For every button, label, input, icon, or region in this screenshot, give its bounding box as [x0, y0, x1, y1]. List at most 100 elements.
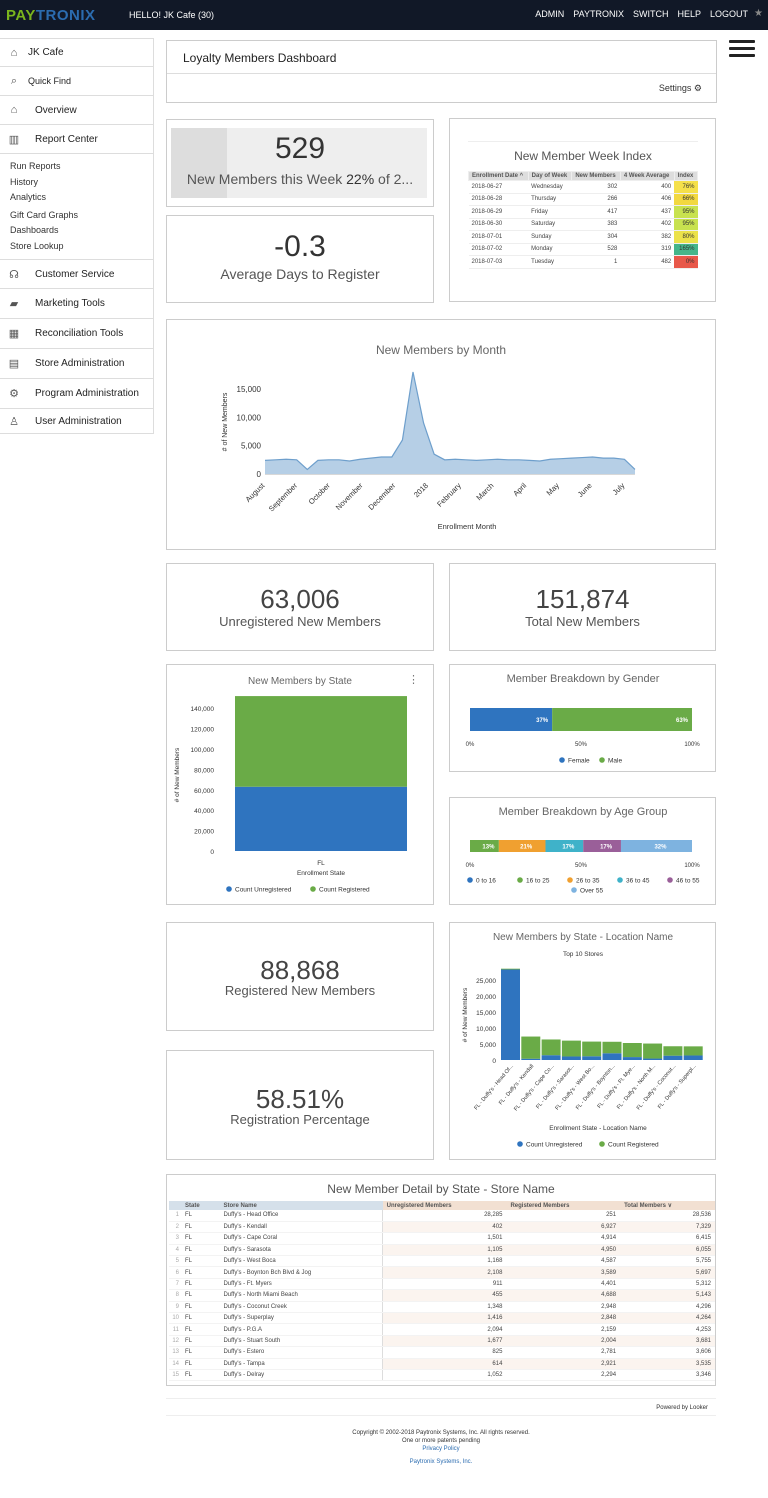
nav-paytronix[interactable]: PAYTRONIX: [573, 9, 624, 19]
x-tick-label: July: [611, 481, 627, 497]
detail-header[interactable]: Registered Members: [506, 1201, 621, 1210]
table-cell: 3: [169, 1232, 181, 1245]
sidebar-item-program-administration[interactable]: ⚙ Program Administration: [0, 379, 154, 409]
table-cell: Sunday: [528, 230, 572, 244]
table-cell: 402: [620, 218, 675, 231]
sidebar-item-customer-service[interactable]: ☊ Customer Service: [0, 259, 154, 289]
avg-days-tile[interactable]: -0.3 Average Days to Register: [166, 215, 434, 303]
sidebar-item-marketing-tools[interactable]: ▰ Marketing Tools: [0, 289, 154, 319]
table-cell: 1,501: [382, 1232, 507, 1245]
table-cell: 2,848: [506, 1312, 621, 1325]
table-cell: 417: [571, 205, 621, 219]
settings-button[interactable]: Settings ⚙: [658, 83, 702, 93]
more-options-icon[interactable]: ⋮: [408, 674, 419, 686]
x-tick-label: August: [244, 480, 268, 504]
sidebar-item-quick-find[interactable]: ⌕ Quick Find: [0, 67, 154, 96]
detail-header[interactable]: Unregistered Members: [382, 1201, 507, 1210]
paytronix-logo[interactable]: PAYTRONIX: [6, 7, 96, 24]
table-row: 2018-06-29 Friday 417 437 95%: [468, 205, 698, 219]
sidebar-item-user-administration[interactable]: ♙ User Administration: [0, 409, 154, 434]
table-cell: Duffy's - West Boca: [219, 1255, 383, 1268]
table-cell: 251: [506, 1210, 621, 1222]
table-cell: 2,294: [506, 1369, 621, 1382]
y-tick-label: 20,000: [476, 994, 496, 1001]
sub-store-lookup[interactable]: Store Lookup: [10, 240, 64, 251]
table-cell: 4,587: [506, 1255, 621, 1268]
unregistered-tile[interactable]: 63,006 Unregistered New Members: [166, 563, 434, 651]
x-tick-label: 50%: [575, 742, 588, 748]
bar-segment: [683, 1046, 703, 1056]
legend-label: Over 55: [580, 888, 604, 895]
registration-percentage-tile[interactable]: 58.51% Registration Percentage: [166, 1050, 434, 1160]
privacy-policy-link[interactable]: Privacy Policy: [422, 1446, 460, 1452]
bar-segment: [622, 1043, 642, 1058]
new-members-week-tile[interactable]: 529 New Members this Week 22% of 2...: [166, 119, 434, 207]
legend-swatch: [599, 1141, 605, 1147]
sub-run-reports[interactable]: Run Reports: [10, 161, 61, 171]
detail-header[interactable]: Store Name: [219, 1201, 383, 1210]
detail-header[interactable]: State: [181, 1201, 220, 1210]
chart-title: New Members by State - Location Name: [493, 932, 674, 943]
powered-by-looker[interactable]: Powered by Looker: [656, 1405, 708, 1411]
table-cell: Duffy's - Cape Coral: [219, 1232, 383, 1245]
table-cell: 382: [620, 230, 675, 244]
registered-tile[interactable]: 88,868 Registered New Members: [166, 922, 434, 1031]
sub-dashboards[interactable]: Dashboards: [10, 225, 59, 235]
nav-admin[interactable]: ADMIN: [535, 9, 565, 19]
table-cell: 80%: [674, 230, 698, 244]
patents: One or more patents pending: [401, 1438, 481, 1444]
sub-history[interactable]: History: [10, 176, 39, 187]
y-tick-label: 5,000: [241, 442, 262, 451]
data-label: 63%: [676, 718, 689, 724]
bar-chart-icon: ▥: [8, 133, 20, 146]
table-cell: FL: [181, 1266, 220, 1279]
bar-segment: [663, 1055, 683, 1060]
table-cell: 1,052: [382, 1369, 507, 1382]
star-icon[interactable]: ★: [754, 8, 763, 19]
sub-analytics[interactable]: Analytics: [10, 192, 47, 202]
sub-gift-card-graphs[interactable]: Gift Card Graphs: [10, 209, 79, 220]
detail-header[interactable]: Total Members ∨: [620, 1201, 715, 1210]
sidebar-item-overview[interactable]: ⌂ Overview: [0, 96, 154, 125]
bar-segment: [498, 840, 546, 852]
sidebar-item-reconciliation-tools[interactable]: ▦ Reconciliation Tools: [0, 319, 154, 349]
bar-segment: [470, 708, 553, 731]
legend-label: Count Unregistered: [526, 1142, 583, 1149]
table-cell: FL: [181, 1210, 220, 1222]
legend-label: Count Registered: [319, 887, 370, 894]
store-icon: ▤: [8, 358, 20, 370]
legend-label: 26 to 35: [576, 878, 600, 885]
gear-icon: ⚙: [9, 388, 19, 400]
report-center-submenu: Run Reports History Analytics Gift Card …: [0, 154, 154, 259]
x-tick-label: 50%: [575, 863, 588, 869]
sidebar-item-store-administration[interactable]: ▤ Store Administration: [0, 349, 154, 379]
nav-logout[interactable]: LOGOUT: [709, 9, 748, 19]
total-members-tile[interactable]: 151,874 Total New Members: [449, 563, 716, 651]
detail-header: [169, 1201, 181, 1210]
x-tick-label: May: [545, 481, 562, 498]
sidebar-item-jk-cafe[interactable]: ⌂ JK Cafe: [0, 38, 154, 67]
bar-segment: [582, 1041, 602, 1057]
legend-label: 36 to 45: [626, 878, 650, 885]
y-tick-label: 0: [492, 1058, 496, 1065]
company-link[interactable]: Paytronix Systems, Inc.: [409, 1459, 473, 1465]
x-tick-label: June: [576, 481, 594, 499]
greeting: HELLO! JK Cafe (30): [129, 10, 215, 20]
table-cell: Duffy's - Head Office: [219, 1210, 383, 1222]
table-row: 4 FL Duffy's - Sarasota 1,105 4,950 6,055: [169, 1244, 715, 1257]
sidebar-item-report-center[interactable]: ▥ Report Center: [0, 125, 154, 154]
legend-label: Female: [568, 758, 590, 765]
week-index-header[interactable]: Enrollment Date ^: [468, 171, 529, 181]
hamburger-menu-icon[interactable]: [729, 40, 755, 58]
y-tick-label: 120,000: [191, 727, 215, 734]
table-cell: FL: [181, 1301, 220, 1314]
nav-switch[interactable]: SWITCH: [632, 9, 669, 19]
table-cell: 5,312: [620, 1278, 715, 1291]
table-row: 2018-06-30 Saturday 383 402 95%: [468, 218, 698, 231]
y-tick-label: 5,000: [480, 1042, 497, 1049]
nav-help[interactable]: HELP: [677, 9, 701, 19]
table-row: 12 FL Duffy's - Stuart South 1,677 2,004 3,68…: [169, 1335, 715, 1348]
x-tick-label: 0%: [466, 863, 475, 869]
table-cell: Duffy's - Superplay: [219, 1312, 383, 1325]
y-tick-label: 25,000: [476, 978, 496, 985]
